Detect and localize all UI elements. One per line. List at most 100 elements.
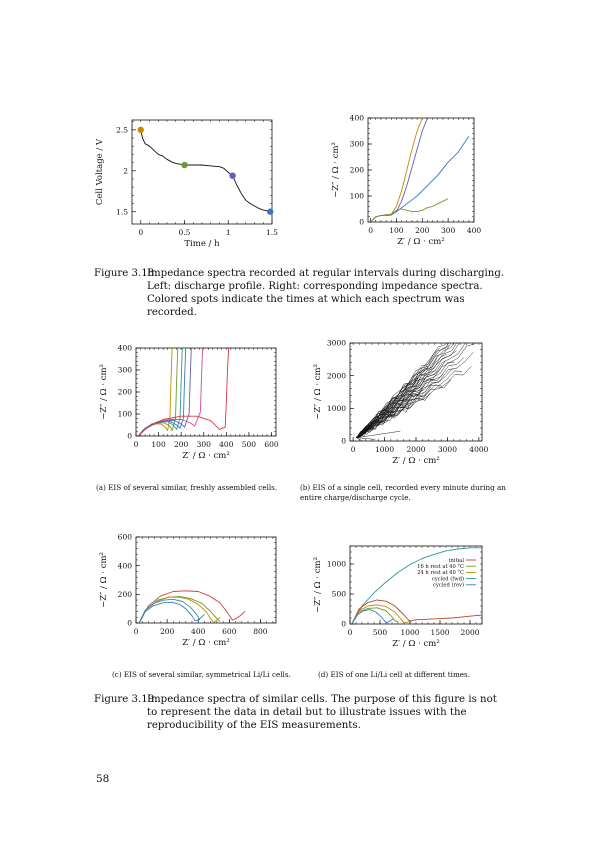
series-line xyxy=(356,370,463,438)
caption-label: Figure 3.19: xyxy=(94,694,158,705)
series-line xyxy=(356,343,460,438)
caption-text: Impedance spectra of similar cells. The … xyxy=(147,694,497,732)
x-tick-label: 500 xyxy=(242,440,257,449)
series-line xyxy=(351,604,411,624)
plot-area xyxy=(137,348,230,436)
plot-frame xyxy=(135,536,277,624)
series-line xyxy=(356,437,376,440)
plot-area xyxy=(351,547,482,624)
series-line xyxy=(351,599,482,624)
legend-label: initial xyxy=(449,558,464,564)
x-tick-label: 400 xyxy=(219,440,234,449)
chart-c: 0 200 400 600 800 0 200 400 600 Z′ / Ω · cm² −Z″ /… xyxy=(82,529,297,664)
y-tick-label: 300 xyxy=(350,140,365,149)
discharge-profile-svg: 0 0.5 1 1.5 1.5 2 2.5 Time / h Cell Voltage / V xyxy=(95,119,278,249)
series-line xyxy=(351,609,394,624)
y-tick-label: 1.5 xyxy=(116,207,128,216)
series-line xyxy=(356,343,452,438)
y-tick-label: 1000 xyxy=(327,404,346,413)
x-tick-label: 800 xyxy=(253,627,268,636)
data-point-marker xyxy=(137,126,144,134)
x-axis-label: Z′ / Ω · cm² xyxy=(182,638,230,648)
series-line xyxy=(356,437,363,441)
series-line xyxy=(351,547,482,624)
x-tick-label: 0 xyxy=(351,445,356,454)
series-line xyxy=(138,598,201,623)
x-tick-label: 0.5 xyxy=(179,228,191,237)
x-tick-label: 300 xyxy=(197,440,212,449)
series-line xyxy=(138,590,246,623)
caption-label: Figure 3.18: xyxy=(94,268,158,279)
impedance-spectra-chart: 0 100 200 300 400 0 100 200 300 400 Z′ / Ω · cm² −Z… xyxy=(318,112,498,252)
x-axis-label: Z′ / Ω · cm² xyxy=(182,451,230,461)
subcaption-d: (d) EIS of one Li/Li cell at different t… xyxy=(318,670,471,679)
y-axis-label: −Z″ / Ω · cm² xyxy=(313,557,323,613)
figure-3-18-caption: Figure 3.18: Impedance spectra recorded … xyxy=(94,267,506,319)
series-line xyxy=(356,366,472,438)
discharge-profile-chart: 0 0.5 1 1.5 1.5 2 2.5 Time / h Cell Voltage / V xyxy=(76,114,296,254)
y-tick-label: 100 xyxy=(118,410,133,419)
x-tick-label: 2000 xyxy=(406,445,425,454)
x-tick-label: 1.5 xyxy=(266,228,278,237)
subcaption-a: (a) EIS of several similar, freshly asse… xyxy=(96,483,278,492)
plot-area xyxy=(370,118,470,222)
impedance-spectra-svg: 0 100 200 300 400 0 100 200 300 400 Z′ / Ω · cm² −Z… xyxy=(331,114,482,247)
x-tick-label: 600 xyxy=(222,627,237,636)
plot-area xyxy=(356,343,476,441)
x-tick-label: 1000 xyxy=(400,628,419,637)
y-tick-label: 400 xyxy=(118,561,133,570)
x-tick-label: 400 xyxy=(467,226,482,235)
chart-b-svg: 0 1000 2000 3000 4000 0 1000 2000 3000 Z′ / Ω · c… xyxy=(313,339,489,466)
y-tick-label: 2.5 xyxy=(116,125,128,134)
y-tick-label: 200 xyxy=(118,590,133,599)
x-tick-label: 1500 xyxy=(430,628,449,637)
legend-label: cycled (fwd) xyxy=(432,575,464,582)
series-line xyxy=(138,601,205,623)
series-line xyxy=(356,343,466,438)
series-line xyxy=(356,352,474,438)
y-tick-label: 400 xyxy=(350,114,365,123)
subcaption-b: (b) EIS of a single cell, recorded every… xyxy=(300,483,506,502)
y-axis-label: Cell Voltage / V xyxy=(95,138,105,205)
y-tick-label: 600 xyxy=(118,533,133,542)
x-tick-label: 4000 xyxy=(469,445,488,454)
x-tick-label: 0 xyxy=(138,228,143,237)
y-tick-label: 2000 xyxy=(327,371,346,380)
x-tick-label: 600 xyxy=(264,440,279,449)
x-tick-label: 400 xyxy=(191,627,206,636)
legend-label: 24 h rest at 40 °C xyxy=(417,570,464,576)
y-tick-label: 200 xyxy=(350,166,365,175)
chart-a-svg: 0 100 200 300 400 500 600 0 100 200 300 400 Z′ / Ω ·… xyxy=(99,344,279,461)
x-axis-label: Z′ / Ω · cm² xyxy=(392,456,440,466)
y-tick-label: 0 xyxy=(359,218,364,227)
x-tick-label: 1 xyxy=(226,228,231,237)
x-axis-label: Z′ / Ω · cm² xyxy=(397,237,445,247)
chart-d-svg: 0 500 1000 1500 2000 0 500 1000 Z′ / Ω · cm² −Z″ … xyxy=(313,545,483,649)
y-axis-label: −Z″ / Ω · cm² xyxy=(99,552,109,608)
y-tick-label: 300 xyxy=(118,366,133,375)
x-tick-label: 0 xyxy=(134,627,139,636)
x-tick-label: 0 xyxy=(134,440,139,449)
x-tick-label: 2000 xyxy=(460,628,479,637)
legend-label: cycled (rev) xyxy=(433,582,464,589)
x-tick-label: 300 xyxy=(441,226,456,235)
series-line xyxy=(370,118,428,222)
series-line xyxy=(137,348,230,436)
chart-b: 0 1000 2000 3000 4000 0 1000 2000 3000 Z′ / Ω · c… xyxy=(304,337,494,477)
legend-label: 16 h rest at 40 °C xyxy=(417,564,464,570)
x-tick-label: 100 xyxy=(389,226,404,235)
series-line xyxy=(356,343,450,438)
x-tick-label: 100 xyxy=(151,440,166,449)
chart-a: 0 100 200 300 400 500 600 0 100 200 300 400 Z′ / Ω ·… xyxy=(82,340,297,475)
plot-frame xyxy=(131,119,273,225)
series-line xyxy=(351,607,399,624)
caption-text: Impedance spectra recorded at regular in… xyxy=(147,268,505,319)
y-axis-label: −Z″ / Ω · cm² xyxy=(313,364,323,420)
x-tick-label: 200 xyxy=(174,440,189,449)
y-tick-label: 1000 xyxy=(327,560,346,569)
y-tick-label: 500 xyxy=(332,590,347,599)
x-tick-label: 0 xyxy=(348,628,353,637)
y-tick-label: 2 xyxy=(123,166,128,175)
x-tick-label: 500 xyxy=(373,628,388,637)
